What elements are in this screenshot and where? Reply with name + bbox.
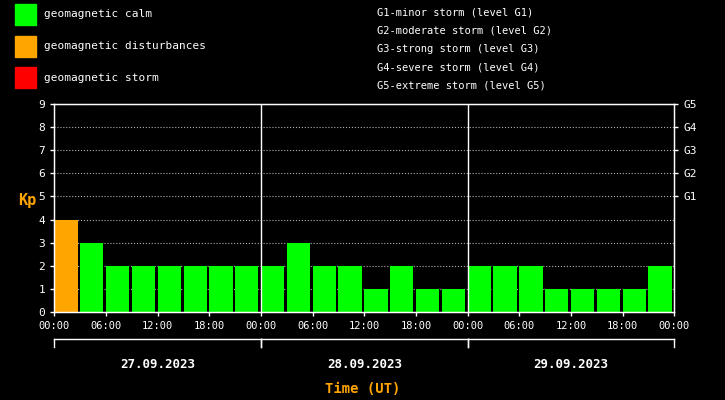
Bar [442, 289, 465, 312]
Text: Time (UT): Time (UT) [325, 382, 400, 396]
Bar [261, 266, 284, 312]
Bar [597, 289, 620, 312]
Bar [235, 266, 258, 312]
Bar [210, 266, 233, 312]
Bar [132, 266, 155, 312]
Bar [648, 266, 671, 312]
Bar [106, 266, 129, 312]
Text: G5-extreme storm (level G5): G5-extreme storm (level G5) [377, 81, 546, 91]
Bar [623, 289, 646, 312]
Bar [364, 289, 388, 312]
Bar [416, 289, 439, 312]
Text: 27.09.2023: 27.09.2023 [120, 358, 195, 371]
Bar [312, 266, 336, 312]
Bar [287, 243, 310, 312]
Bar [494, 266, 517, 312]
Text: geomagnetic storm: geomagnetic storm [44, 73, 158, 83]
Text: G4-severe storm (level G4): G4-severe storm (level G4) [377, 62, 539, 72]
Bar [14, 4, 36, 25]
Bar [519, 266, 542, 312]
Text: G3-strong storm (level G3): G3-strong storm (level G3) [377, 44, 539, 54]
Text: geomagnetic calm: geomagnetic calm [44, 9, 152, 19]
Bar [339, 266, 362, 312]
Bar [468, 266, 491, 312]
Bar [14, 67, 36, 88]
Y-axis label: Kp: Kp [18, 193, 36, 208]
Bar [183, 266, 207, 312]
Text: geomagnetic disturbances: geomagnetic disturbances [44, 41, 205, 51]
Text: 29.09.2023: 29.09.2023 [534, 358, 608, 371]
Bar [157, 266, 181, 312]
Bar [390, 266, 413, 312]
Bar [80, 243, 104, 312]
Text: G2-moderate storm (level G2): G2-moderate storm (level G2) [377, 26, 552, 36]
Text: G1-minor storm (level G1): G1-minor storm (level G1) [377, 8, 534, 18]
Bar [14, 36, 36, 57]
Bar [571, 289, 594, 312]
Bar [545, 289, 568, 312]
Bar [54, 220, 78, 312]
Text: 28.09.2023: 28.09.2023 [327, 358, 402, 371]
